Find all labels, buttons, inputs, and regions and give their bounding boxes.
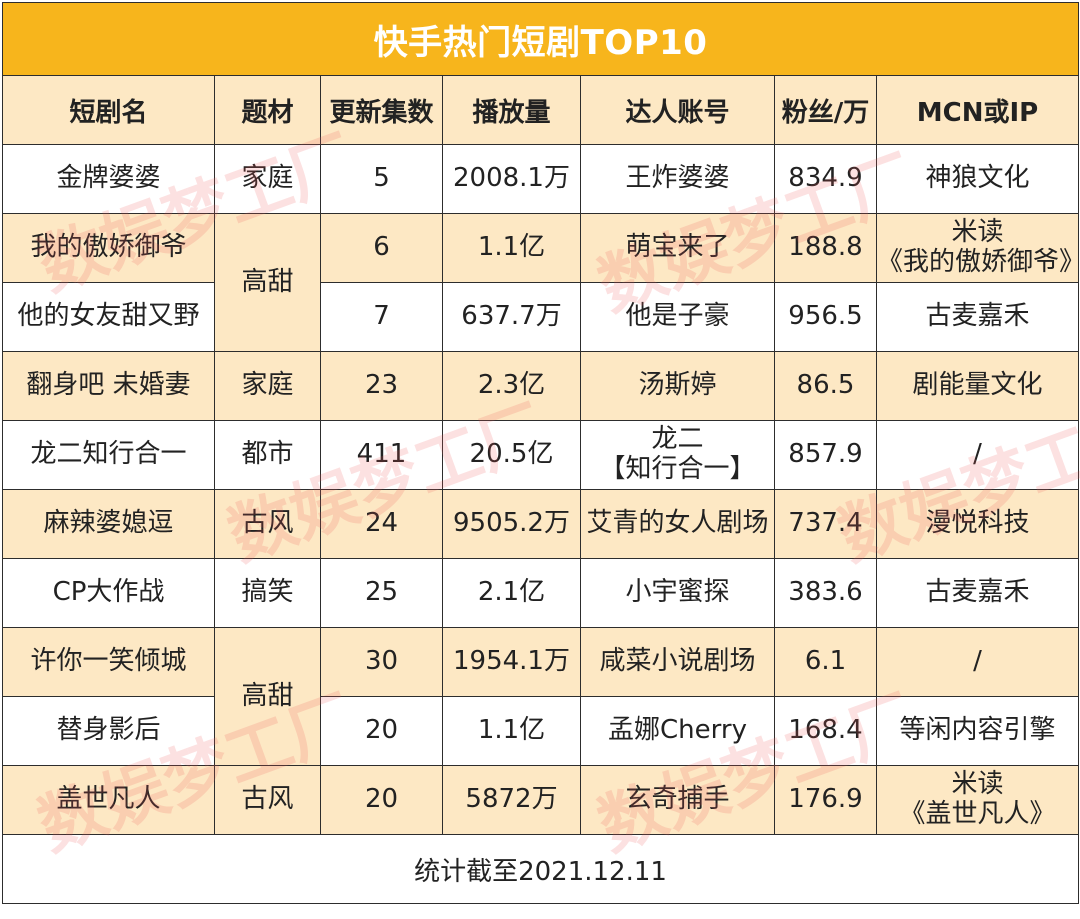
cell-plays: 5872万 (442, 765, 581, 835)
cell-fans: 188.8 (774, 213, 877, 283)
cell-fans: 168.4 (774, 696, 877, 766)
header-genre: 题材 (214, 75, 321, 145)
cell-account: 咸菜小说剧场 (580, 627, 775, 697)
table-row: 许你一笑倾城 高甜 30 1954.1万 咸菜小说剧场 6.1 / (2, 627, 1080, 766)
cell-genre: 高甜 (214, 627, 321, 766)
cell-mcn: 古麦嘉禾 (875, 282, 1080, 352)
cell-name: 替身影后 (2, 696, 215, 766)
cell-fans: 383.6 (774, 558, 877, 628)
cell-name: 麻辣婆媳逗 (2, 489, 215, 559)
cell-name: 金牌婆婆 (2, 144, 215, 214)
table-row: 翻身吧 未婚妻 家庭 23 2.3亿 汤斯婷 86.5 剧能量文化 (2, 351, 1080, 421)
cell-account: 他是子豪 (580, 282, 775, 352)
cell-episodes: 7 (320, 282, 443, 352)
table-row: 盖世凡人 古风 20 5872万 玄奇捕手 176.9 米读 《盖世凡人》 (2, 765, 1080, 835)
cell-fans: 176.9 (774, 765, 877, 835)
cell-mcn: 米读 《我的傲娇御爷》 (875, 213, 1080, 283)
cell-mcn: / (875, 420, 1080, 490)
cell-account: 汤斯婷 (580, 351, 775, 421)
cell-plays: 1.1亿 (442, 696, 581, 766)
table-title: 快手热门短剧TOP10 (1, 2, 1080, 76)
cell-genre: 高甜 (214, 213, 321, 352)
cell-genre: 古风 (214, 489, 321, 559)
cell-account: 小宇蜜探 (580, 558, 775, 628)
cell-fans: 737.4 (774, 489, 877, 559)
mcn-line: 《盖世凡人》 (899, 799, 1056, 829)
cell-name: 翻身吧 未婚妻 (2, 351, 215, 421)
cell-name: 他的女友甜又野 (2, 282, 215, 352)
cell-fans: 956.5 (774, 282, 877, 352)
header-account: 达人账号 (580, 75, 775, 145)
cell-account: 王炸婆婆 (580, 144, 775, 214)
cell-fans: 857.9 (774, 420, 877, 490)
cell-name: 我的傲娇御爷 (2, 213, 215, 283)
cell-plays: 9505.2万 (442, 489, 581, 559)
mcn-line: 米读 (951, 769, 1004, 800)
cell-episodes: 24 (320, 489, 443, 559)
header-episodes: 更新集数 (320, 75, 443, 145)
cell-genre: 都市 (214, 420, 321, 490)
mcn-line: 《我的傲娇御爷》 (877, 247, 1079, 277)
cell-episodes: 25 (320, 558, 443, 628)
table-row: 他的女友甜又野 7 637.7万 他是子豪 956.5 古麦嘉禾 (2, 282, 1080, 352)
table-row: 替身影后 20 1.1亿 孟娜Cherry 168.4 等闲内容引擎 (2, 696, 1080, 766)
cell-episodes: 23 (320, 351, 443, 421)
cell-genre: 古风 (214, 765, 321, 835)
cell-episodes: 30 (320, 627, 443, 697)
header-mcn: MCN或IP (875, 75, 1080, 145)
cell-plays: 2008.1万 (442, 144, 581, 214)
cell-mcn: 漫悦科技 (875, 489, 1080, 559)
cell-mcn: / (875, 627, 1080, 697)
cell-mcn: 古麦嘉禾 (875, 558, 1080, 628)
cell-plays: 2.1亿 (442, 558, 581, 628)
cell-episodes: 411 (320, 420, 443, 490)
cell-account: 龙二 【知行合一】 (580, 420, 775, 490)
header-row: 短剧名 题材 更新集数 播放量 达人账号 粉丝/万 MCN或IP (2, 75, 1080, 145)
cell-episodes: 20 (320, 696, 443, 766)
mcn-line: 米读 (951, 217, 1004, 248)
header-fans: 粉丝/万 (774, 75, 877, 145)
footer-note: 统计截至2021.12.11 (1, 834, 1080, 904)
table-row: 麻辣婆媳逗 古风 24 9505.2万 艾青的女人剧场 737.4 漫悦科技 (2, 489, 1080, 559)
account-line: 龙二 (651, 424, 704, 455)
cell-episodes: 20 (320, 765, 443, 835)
cell-plays: 2.3亿 (442, 351, 581, 421)
cell-mcn: 剧能量文化 (875, 351, 1080, 421)
cell-genre: 家庭 (214, 351, 321, 421)
cell-account: 艾青的女人剧场 (580, 489, 775, 559)
cell-episodes: 6 (320, 213, 443, 283)
header-name: 短剧名 (2, 75, 215, 145)
cell-plays: 637.7万 (442, 282, 581, 352)
cell-fans: 86.5 (774, 351, 877, 421)
cell-mcn: 米读 《盖世凡人》 (875, 765, 1080, 835)
cell-account: 萌宝来了 (580, 213, 775, 283)
table-row: CP大作战 搞笑 25 2.1亿 小宇蜜探 383.6 古麦嘉禾 (2, 558, 1080, 628)
cell-account: 玄奇捕手 (580, 765, 775, 835)
cell-plays: 1.1亿 (442, 213, 581, 283)
cell-genre: 家庭 (214, 144, 321, 214)
cell-account: 孟娜Cherry (580, 696, 775, 766)
cell-name: 龙二知行合一 (2, 420, 215, 490)
cell-fans: 834.9 (774, 144, 877, 214)
cell-episodes: 5 (320, 144, 443, 214)
table-row: 我的傲娇御爷 高甜 6 1.1亿 萌宝来了 188.8 米读 《我的傲娇御爷》 (2, 213, 1080, 352)
cell-name: 盖世凡人 (2, 765, 215, 835)
account-line: 【知行合一】 (599, 454, 756, 484)
cell-fans: 6.1 (774, 627, 877, 697)
cell-mcn: 等闲内容引擎 (875, 696, 1080, 766)
cell-name: CP大作战 (2, 558, 215, 628)
cell-plays: 1954.1万 (442, 627, 581, 697)
cell-mcn: 神狼文化 (875, 144, 1080, 214)
cell-plays: 20.5亿 (442, 420, 581, 490)
table-row: 龙二知行合一 都市 411 20.5亿 龙二 【知行合一】 857.9 / (2, 420, 1080, 490)
cell-name: 许你一笑倾城 (2, 627, 215, 697)
header-plays: 播放量 (442, 75, 581, 145)
cell-genre: 搞笑 (214, 558, 321, 628)
table-row: 金牌婆婆 家庭 5 2008.1万 王炸婆婆 834.9 神狼文化 (2, 144, 1080, 214)
